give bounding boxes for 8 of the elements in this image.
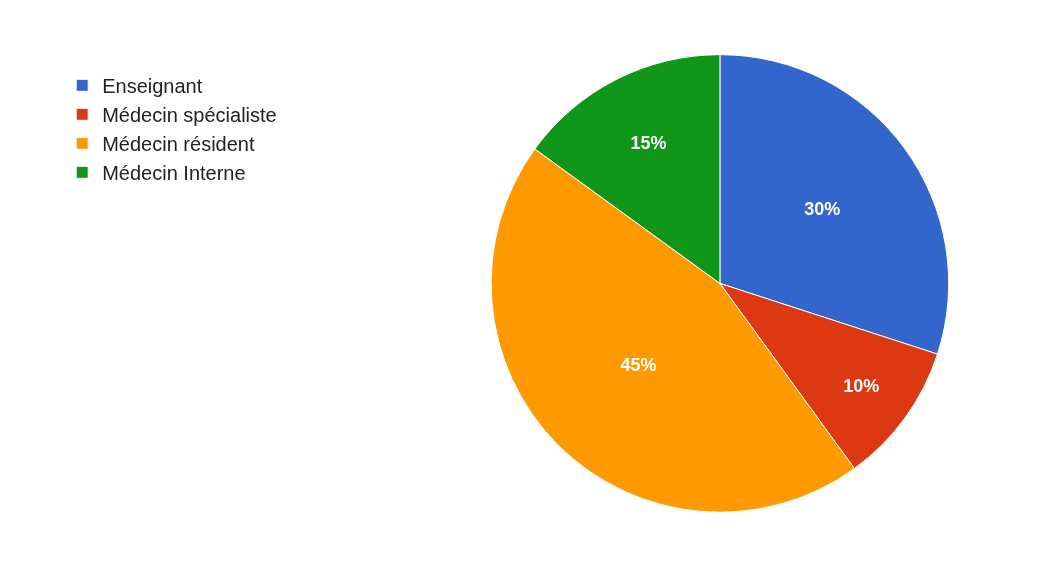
legend-label: Enseignant: [102, 75, 203, 98]
data-label: 45%: [620, 354, 657, 375]
legend-label: Médecin spécialiste: [102, 104, 277, 127]
data-label: 15%: [630, 133, 667, 154]
data-label: 10%: [843, 376, 880, 397]
legend-label: Médecin résident: [102, 133, 255, 156]
data-label: 30%: [804, 199, 841, 220]
legend-label: Médecin Interne: [102, 162, 246, 185]
